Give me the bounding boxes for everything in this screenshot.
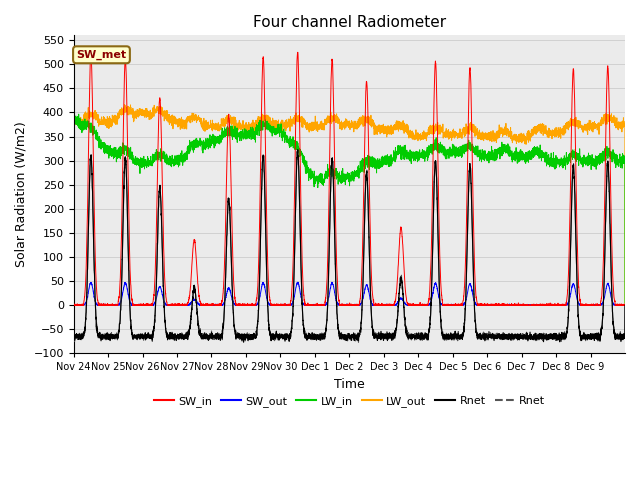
Legend: SW_in, SW_out, LW_in, LW_out, Rnet, Rnet: SW_in, SW_out, LW_in, LW_out, Rnet, Rnet [149, 392, 550, 411]
Title: Four channel Radiometer: Four channel Radiometer [253, 15, 446, 30]
X-axis label: Time: Time [334, 378, 365, 391]
Text: SW_met: SW_met [76, 49, 127, 60]
Y-axis label: Solar Radiation (W/m2): Solar Radiation (W/m2) [15, 121, 28, 267]
